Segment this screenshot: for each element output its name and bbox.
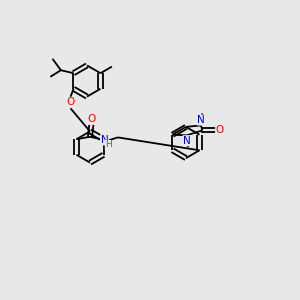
Text: O: O	[87, 114, 96, 124]
Text: N: N	[197, 115, 205, 125]
Text: H: H	[105, 140, 112, 149]
Text: N: N	[100, 135, 108, 145]
Text: O: O	[216, 125, 224, 135]
Text: N: N	[183, 136, 191, 146]
Text: O: O	[66, 97, 75, 107]
